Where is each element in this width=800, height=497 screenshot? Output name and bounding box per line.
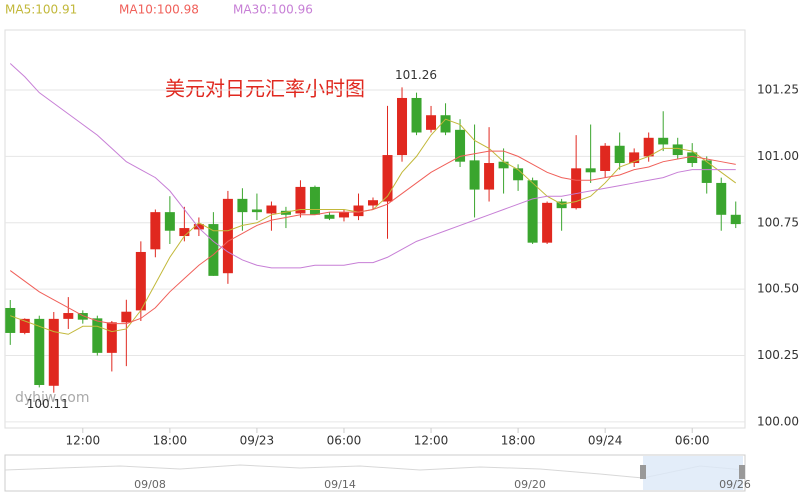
candle-body: [353, 205, 364, 217]
ma-line: [9, 63, 736, 269]
candle-body: [222, 198, 233, 274]
candle-body: [92, 318, 103, 353]
y-tick-label: 100.75: [757, 215, 799, 229]
candle-body: [542, 202, 553, 243]
candle-body: [614, 145, 625, 164]
chart-title: 美元对日元汇率小时图: [165, 77, 365, 101]
candle-body: [440, 115, 451, 133]
x-tick-label: 09/24: [588, 434, 623, 448]
candle-body: [324, 214, 335, 219]
x-tick-label: 06:00: [675, 434, 710, 448]
candle-body: [164, 212, 175, 231]
navigator-label: 09/14: [324, 478, 356, 491]
candle-body: [701, 160, 712, 183]
candle-body: [730, 214, 741, 225]
candle-body: [382, 155, 393, 202]
candle-body: [295, 186, 306, 214]
legend-entry: MA5:100.91: [5, 3, 77, 17]
candle-body: [106, 322, 117, 353]
x-tick-label: 18:00: [153, 434, 188, 448]
watermark: dyhjw.com: [15, 390, 89, 406]
candle-body: [629, 152, 640, 164]
ma-line: [10, 118, 737, 335]
plot-frame: [4, 29, 746, 429]
y-tick-label: 101.00: [757, 149, 799, 163]
candle-body: [208, 224, 219, 276]
candle-body: [672, 144, 683, 156]
candle-body: [585, 168, 596, 173]
x-tick-label: 12:00: [66, 434, 101, 448]
candle-body: [600, 145, 611, 171]
x-tick-label: 09/23: [240, 434, 275, 448]
navigator-handle[interactable]: [640, 465, 646, 479]
candle-body: [455, 129, 466, 162]
candle-body: [498, 161, 509, 169]
candle-body: [484, 163, 495, 190]
candle-body: [19, 318, 30, 333]
candle-body: [527, 180, 538, 243]
candle-body: [513, 168, 524, 181]
navigator-selection[interactable]: [643, 456, 743, 490]
legend-entry: MA10:100.98: [119, 3, 199, 17]
candle-body: [34, 318, 45, 385]
candle-body: [469, 160, 480, 190]
candle-body: [251, 209, 262, 213]
y-tick-label: 101.25: [757, 83, 799, 97]
candle-body: [63, 313, 74, 319]
x-tick-label: 06:00: [327, 434, 362, 448]
candle-body: [571, 168, 582, 209]
candle-body: [77, 313, 88, 320]
navigator-label: 09/26: [719, 478, 751, 491]
navigator-label: 09/20: [514, 478, 546, 491]
candle-body: [556, 201, 567, 209]
y-tick-label: 100.25: [757, 348, 799, 362]
navigator-line: [4, 464, 746, 479]
candle-body: [237, 198, 248, 213]
candle-body: [397, 97, 408, 156]
y-tick-label: 100.00: [757, 414, 799, 428]
x-tick-label: 12:00: [414, 434, 449, 448]
ma-line: [9, 150, 736, 325]
x-tick-label: 18:00: [501, 434, 536, 448]
candle-body: [5, 307, 16, 333]
candle-body: [121, 311, 132, 323]
candle-body: [179, 228, 190, 237]
candle-body: [266, 205, 277, 214]
extreme-label: 100.11: [27, 397, 69, 411]
candle-body: [658, 137, 669, 145]
legend-entry: MA30:100.96: [233, 3, 313, 17]
candle-body: [280, 210, 291, 215]
candle-body: [411, 97, 422, 133]
candle-body: [426, 115, 437, 130]
candle-body: [309, 186, 320, 215]
candle-body: [338, 212, 349, 218]
candle-body: [716, 182, 727, 215]
navigator-label: 09/08: [134, 478, 166, 491]
candle-body: [150, 212, 161, 250]
y-tick-label: 100.50: [757, 282, 799, 296]
candle-body: [135, 251, 146, 311]
navigator-handle[interactable]: [739, 465, 745, 479]
candle-body: [368, 200, 378, 206]
candle-body: [643, 137, 654, 157]
candle-body: [48, 318, 59, 386]
legend: MA5:100.91 MA10:100.98 MA30:100.96: [5, 3, 313, 17]
navigator[interactable]: [4, 454, 746, 492]
candle-body: [687, 152, 698, 164]
extreme-label: 101.26: [395, 68, 437, 82]
candle-body: [193, 224, 204, 230]
